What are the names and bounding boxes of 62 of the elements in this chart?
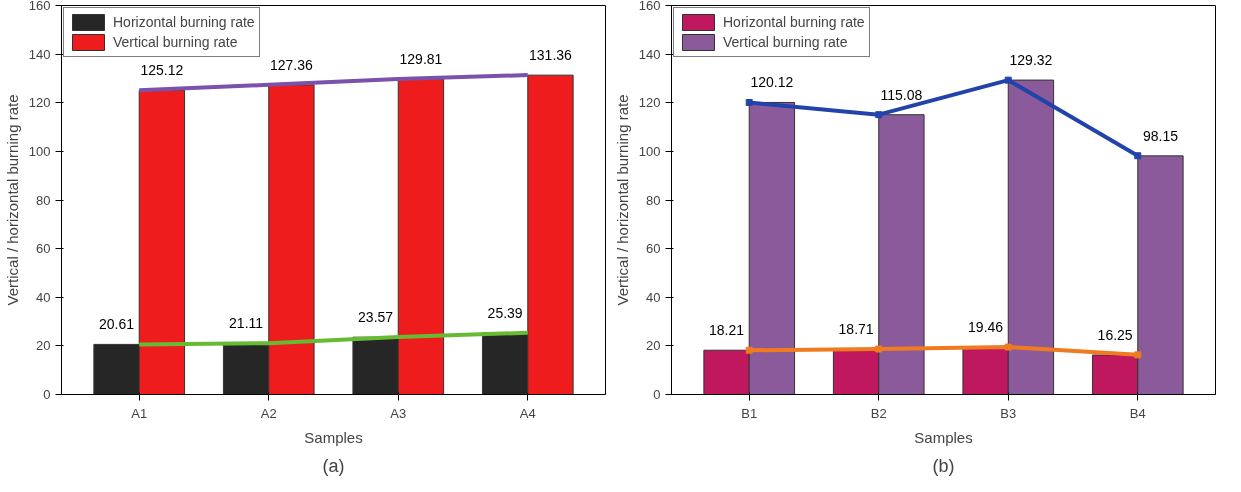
line-series — [137, 330, 530, 347]
y-tick-label: 0 — [43, 387, 51, 402]
y-tick-label: 80 — [646, 192, 661, 208]
text: (a) — [322, 455, 345, 476]
point — [745, 346, 753, 354]
x-tick-label: A1 — [131, 405, 148, 421]
y-tick-label: 60 — [646, 241, 661, 257]
y-tick-label: 80 — [36, 192, 51, 208]
data-label: 129.81 — [399, 50, 443, 67]
y-axis-title: Vertical / horizontal burning rate — [613, 94, 631, 306]
point — [1134, 351, 1142, 359]
legend-label: Vertical burning rate — [113, 34, 238, 50]
line-series — [137, 73, 530, 93]
x-tick-label: B2 — [870, 405, 887, 421]
text: (b) — [932, 455, 955, 476]
y-tick-label: 140 — [638, 46, 661, 62]
x-axis-title: Samples — [304, 428, 363, 446]
y-axis-title: Vertical / horizontal burning rate — [3, 94, 21, 306]
y-tick-label: 120 — [28, 95, 51, 111]
data-label: 19.46 — [968, 319, 1004, 336]
data-label: 23.57 — [358, 309, 394, 326]
y-tick-label: 140 — [28, 46, 51, 62]
y-tick-label: 0 — [653, 387, 661, 402]
y-tick-label: 20 — [646, 338, 661, 354]
y-tick-label: 40 — [646, 289, 661, 305]
point — [745, 99, 753, 107]
y-tick-label: 160 — [28, 0, 51, 13]
data-label: 125.12 — [140, 62, 184, 79]
legend-label: Vertical burning rate — [723, 34, 848, 50]
x-tick-label: B3 — [1000, 405, 1017, 421]
point — [1134, 152, 1142, 160]
y-tick-label: 60 — [36, 241, 51, 257]
y-tick-label: 100 — [638, 143, 661, 159]
y-tick-label: 160 — [638, 0, 661, 13]
data-label: 129.32 — [1009, 52, 1053, 69]
y-tick-label: 40 — [36, 289, 51, 305]
data-label: 25.39 — [487, 304, 523, 321]
x-axis-title: Samples — [914, 428, 973, 446]
x-tick-label: A2 — [260, 405, 277, 421]
y-tick-label: 100 — [28, 143, 51, 159]
x-tick-label: A4 — [519, 405, 536, 421]
point — [1004, 76, 1012, 84]
x-tick-label: B1 — [741, 405, 758, 421]
data-label: 98.15 — [1142, 127, 1179, 144]
data-label: 18.21 — [709, 322, 745, 339]
data-label: 16.25 — [1097, 326, 1133, 343]
x-tick-label: B4 — [1129, 405, 1146, 421]
data-label: 21.11 — [229, 315, 264, 332]
y-tick-label: 20 — [36, 338, 51, 354]
data-label: 131.36 — [529, 47, 573, 64]
data-label: 120.12 — [750, 74, 794, 91]
data-label: 18.71 — [838, 321, 874, 338]
legend-label: Horizontal burning rate — [723, 14, 865, 30]
data-label: 20.61 — [99, 316, 135, 333]
point — [1004, 343, 1012, 351]
point — [875, 111, 883, 119]
data-label: 127.36 — [269, 56, 314, 73]
data-label: 115.08 — [880, 86, 923, 103]
x-tick-label: A3 — [390, 405, 407, 421]
y-tick-label: 120 — [638, 95, 661, 111]
point — [875, 345, 883, 353]
legend-label: Horizontal burning rate — [113, 14, 255, 30]
